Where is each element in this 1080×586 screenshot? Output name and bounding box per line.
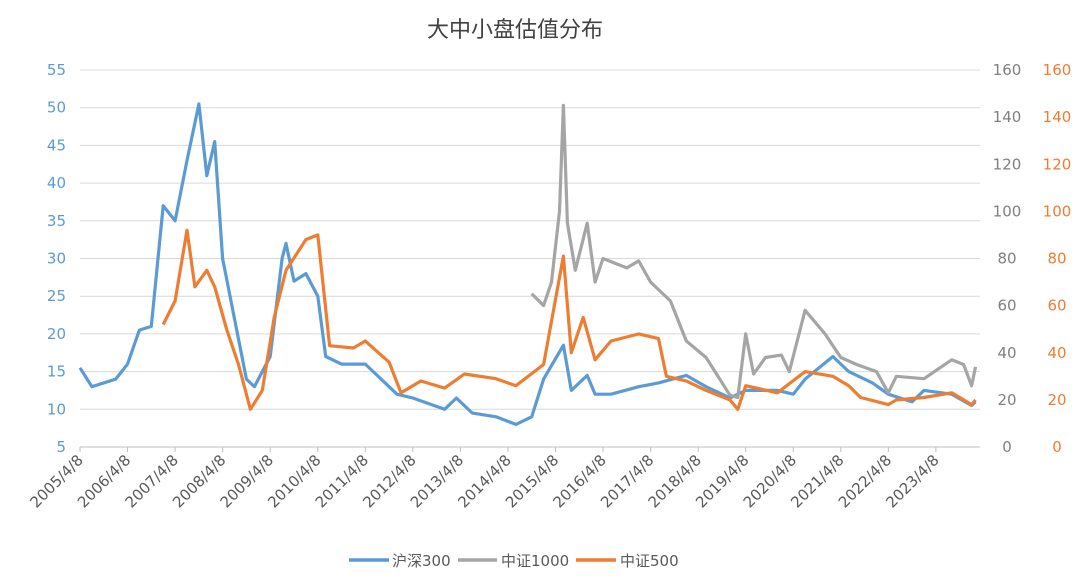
y-left-tick-label: 45 [47,136,66,154]
legend-label-hs300: 沪深300 [392,552,451,570]
gridlines [80,69,980,448]
y-right-tick-label: 140 [1043,108,1072,126]
y-left-tick-label: 20 [47,325,66,343]
legend: 沪深300 中证1000 中证500 [349,552,679,570]
series-line-zz1000 [530,103,978,400]
y-right-tick-label: 20 [997,391,1016,409]
legend-label-zz500: 中证500 [620,552,679,570]
y-right-tick-label: 0 [1052,438,1062,456]
series-line-zz500 [161,228,977,411]
y-right-tick-label: 60 [1047,297,1066,315]
legend-item-zz1000[interactable]: 中证1000 [458,552,569,570]
x-axis-ticks: 2005/4/82006/4/82007/4/82008/4/82009/4/8… [26,447,943,511]
right-axis-ticks-2: 0 20 40 60 80 100 120 140 160 [1043,61,1072,456]
y-left-tick-label: 55 [47,61,66,79]
y-right-tick-label: 140 [993,108,1022,126]
y-right-tick-label: 100 [993,202,1022,220]
y-right-tick-label: 100 [1043,202,1072,220]
y-left-tick-label: 10 [47,400,66,418]
y-right-tick-label: 40 [1047,344,1066,362]
y-right-tick-label: 60 [997,297,1016,315]
y-right-tick-label: 120 [993,155,1022,173]
y-right-tick-label: 80 [997,250,1016,268]
right-axis-ticks-1: 0 20 40 60 80 100 120 140 160 [993,61,1022,456]
y-left-tick-label: 40 [47,174,66,192]
series-line-hs300 [78,102,977,426]
y-left-tick-label: 50 [47,99,66,117]
y-right-tick-label: 160 [993,61,1022,79]
y-right-tick-label: 0 [1002,438,1012,456]
series-lines [78,102,978,426]
y-right-tick-label: 40 [997,344,1016,362]
y-right-tick-label: 120 [1043,155,1072,173]
left-axis-ticks: 5 10 15 20 25 30 35 40 45 50 55 [47,61,66,456]
legend-label-zz1000: 中证1000 [501,552,569,570]
y-left-tick-label: 15 [47,363,66,381]
y-left-tick-label: 35 [47,212,66,230]
y-left-tick-label: 5 [56,438,66,456]
chart-title: 大中小盘估值分布 [427,18,603,43]
y-left-tick-label: 25 [47,287,66,305]
y-right-tick-label: 160 [1043,61,1072,79]
legend-item-hs300[interactable]: 沪深300 [349,552,451,570]
y-right-tick-label: 20 [1047,391,1066,409]
legend-item-zz500[interactable]: 中证500 [576,552,679,570]
y-left-tick-label: 30 [47,250,66,268]
y-right-tick-label: 80 [1047,250,1066,268]
